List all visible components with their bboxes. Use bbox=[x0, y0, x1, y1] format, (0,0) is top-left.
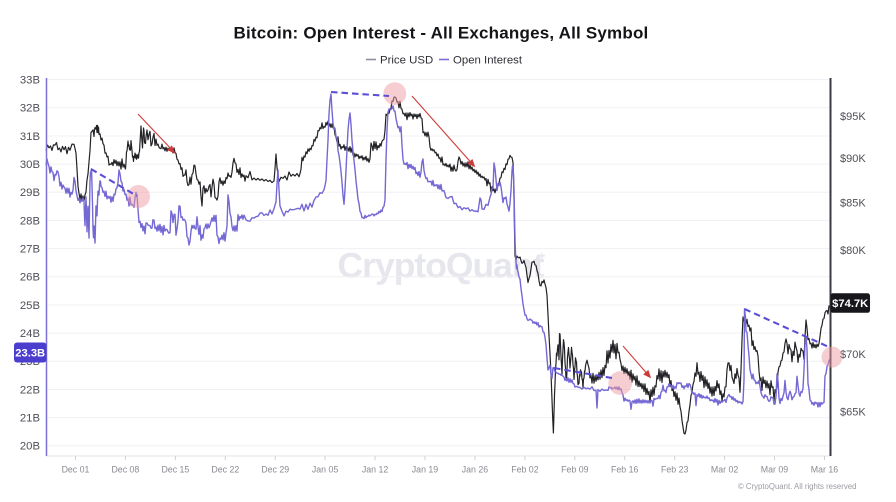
svg-text:© CryptoQuant. All rights rese: © CryptoQuant. All rights reserved bbox=[738, 482, 856, 491]
svg-text:21B: 21B bbox=[20, 412, 40, 424]
svg-text:28B: 28B bbox=[20, 215, 40, 227]
svg-text:31B: 31B bbox=[20, 131, 40, 143]
svg-text:$80K: $80K bbox=[840, 245, 866, 257]
svg-text:Dec 22: Dec 22 bbox=[211, 465, 239, 475]
svg-text:Jan 12: Jan 12 bbox=[362, 465, 389, 475]
svg-text:Feb 02: Feb 02 bbox=[511, 465, 538, 475]
svg-text:20B: 20B bbox=[20, 441, 40, 453]
svg-text:Jan 05: Jan 05 bbox=[312, 465, 339, 475]
svg-text:$90K: $90K bbox=[840, 153, 866, 165]
svg-text:Dec 29: Dec 29 bbox=[261, 465, 289, 475]
svg-text:Open Interest: Open Interest bbox=[453, 54, 523, 66]
svg-text:26B: 26B bbox=[20, 272, 40, 284]
svg-text:$85K: $85K bbox=[840, 198, 866, 210]
svg-text:$70K: $70K bbox=[840, 349, 866, 361]
svg-text:Dec 01: Dec 01 bbox=[62, 465, 90, 475]
svg-text:23.3B: 23.3B bbox=[15, 348, 45, 360]
svg-text:Dec 15: Dec 15 bbox=[161, 465, 189, 475]
svg-text:27B: 27B bbox=[20, 243, 40, 255]
svg-text:Bitcoin: Open Interest - All E: Bitcoin: Open Interest - All Exchanges, … bbox=[234, 24, 649, 43]
svg-text:Price USD: Price USD bbox=[380, 54, 433, 66]
svg-text:Feb 23: Feb 23 bbox=[661, 465, 688, 475]
svg-text:Dec 08: Dec 08 bbox=[111, 465, 139, 475]
svg-text:$65K: $65K bbox=[840, 407, 866, 419]
svg-text:Mar 16: Mar 16 bbox=[811, 465, 838, 475]
svg-text:CryptoQuant: CryptoQuant bbox=[338, 246, 545, 286]
svg-text:$74.7K: $74.7K bbox=[832, 298, 868, 310]
svg-text:22B: 22B bbox=[20, 384, 40, 396]
svg-text:Feb 09: Feb 09 bbox=[561, 465, 588, 475]
svg-text:+: + bbox=[539, 249, 546, 263]
svg-text:29B: 29B bbox=[20, 187, 40, 199]
svg-text:Feb 16: Feb 16 bbox=[611, 465, 638, 475]
svg-text:25B: 25B bbox=[20, 300, 40, 312]
svg-text:33B: 33B bbox=[20, 74, 40, 86]
svg-text:Mar 09: Mar 09 bbox=[761, 465, 788, 475]
svg-text:30B: 30B bbox=[20, 159, 40, 171]
svg-text:24B: 24B bbox=[20, 328, 40, 340]
svg-text:32B: 32B bbox=[20, 103, 40, 115]
svg-text:Jan 26: Jan 26 bbox=[462, 465, 489, 475]
svg-text:Jan 19: Jan 19 bbox=[412, 465, 439, 475]
svg-text:Mar 02: Mar 02 bbox=[711, 465, 738, 475]
svg-text:$95K: $95K bbox=[840, 111, 866, 123]
